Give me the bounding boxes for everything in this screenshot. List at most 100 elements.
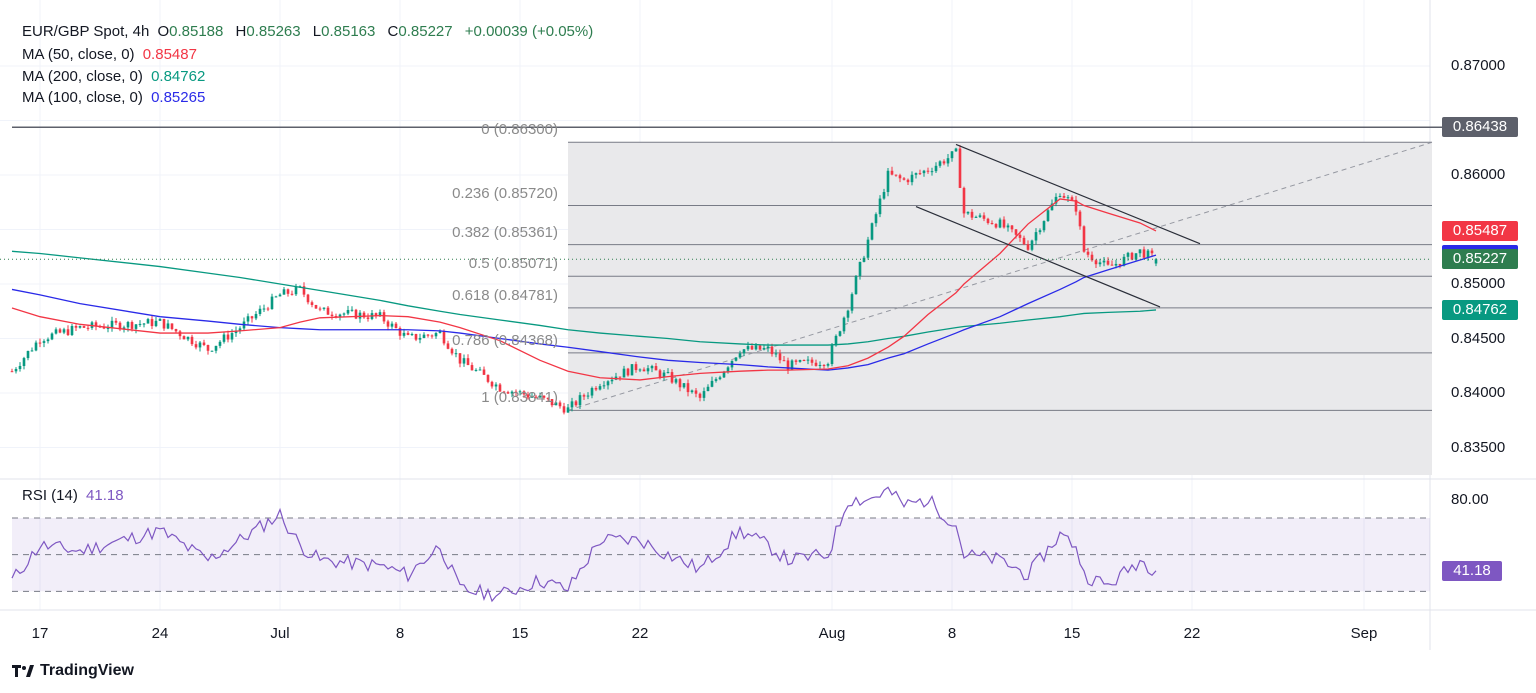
ma50-legend[interactable]: MA (50, close, 0) 0.85487 bbox=[22, 46, 197, 63]
candle-body bbox=[866, 239, 870, 258]
candle-body bbox=[1126, 252, 1130, 257]
candle-body bbox=[802, 360, 806, 362]
time-axis-label: 17 bbox=[31, 625, 49, 642]
candle-body bbox=[806, 359, 810, 361]
ma100-line bbox=[11, 254, 1157, 371]
candle-body bbox=[58, 329, 62, 333]
candle-body bbox=[642, 369, 646, 372]
candle bbox=[26, 350, 30, 361]
candle bbox=[1022, 235, 1026, 246]
tradingview-logo[interactable]: TradingView bbox=[12, 662, 134, 680]
candle-body bbox=[402, 332, 406, 336]
candle bbox=[906, 178, 910, 185]
candle-body bbox=[1066, 197, 1070, 199]
candle-body bbox=[874, 214, 878, 224]
candle-body bbox=[958, 148, 962, 188]
candle bbox=[174, 328, 178, 333]
candle bbox=[758, 345, 762, 351]
candle-body bbox=[194, 344, 198, 348]
candle bbox=[1046, 208, 1050, 222]
candle-body bbox=[26, 350, 30, 359]
candle bbox=[806, 356, 810, 365]
candle bbox=[442, 329, 446, 346]
candle bbox=[1002, 216, 1006, 229]
candle-body bbox=[1034, 232, 1038, 241]
candle bbox=[682, 383, 686, 389]
candle-body bbox=[974, 216, 978, 218]
candle bbox=[734, 357, 738, 362]
candle bbox=[498, 382, 502, 392]
candle-body bbox=[962, 187, 966, 214]
candle bbox=[1070, 195, 1074, 201]
candle-body bbox=[102, 326, 106, 329]
time-axis-label: 15 bbox=[511, 625, 529, 642]
candle-body bbox=[174, 329, 178, 332]
candle-body bbox=[286, 289, 290, 294]
candle bbox=[170, 323, 174, 331]
ma100-legend[interactable]: MA (100, close, 0) 0.85265 bbox=[22, 89, 206, 106]
candle-body bbox=[138, 323, 142, 325]
ohlc-high: H0.85263 bbox=[235, 23, 301, 40]
candle-body bbox=[534, 396, 538, 398]
rsi-legend[interactable]: RSI (14) 41.18 bbox=[22, 487, 124, 504]
ma200-legend[interactable]: MA (200, close, 0) 0.84762 bbox=[22, 68, 206, 85]
candle-body bbox=[218, 341, 222, 346]
price-axis-label: 0.83500 bbox=[1451, 438, 1506, 456]
time-axis-label: 15 bbox=[1063, 625, 1081, 642]
ohlc-change: +0.00039 (+0.05%) bbox=[464, 23, 594, 40]
candle-body bbox=[1086, 251, 1090, 255]
fib-trend-dashed-line bbox=[567, 141, 1433, 411]
candle-body bbox=[626, 368, 630, 376]
candle bbox=[114, 318, 118, 326]
candle bbox=[490, 380, 494, 389]
candle-body bbox=[694, 390, 698, 394]
candle-body bbox=[1062, 195, 1066, 198]
candle-body bbox=[1102, 260, 1106, 263]
candle-body bbox=[898, 175, 902, 179]
candle-body bbox=[290, 293, 294, 295]
candle-body bbox=[846, 310, 850, 318]
candle bbox=[706, 384, 710, 392]
candle bbox=[182, 335, 186, 340]
candle-body bbox=[722, 371, 726, 378]
candle-body bbox=[54, 329, 58, 334]
candle-body bbox=[198, 342, 202, 348]
candle-body bbox=[282, 289, 286, 295]
candle-body bbox=[226, 334, 230, 340]
candle-body bbox=[1150, 250, 1154, 254]
candle-body bbox=[422, 334, 426, 338]
candle-body bbox=[1042, 221, 1046, 231]
candle-body bbox=[1142, 249, 1146, 258]
candle-body bbox=[1122, 256, 1126, 266]
candle bbox=[982, 212, 986, 222]
candle-body bbox=[918, 173, 922, 175]
candle-body bbox=[162, 318, 166, 329]
candle-body bbox=[394, 323, 398, 329]
candle bbox=[346, 305, 350, 316]
candle bbox=[870, 222, 874, 241]
candle-body bbox=[790, 360, 794, 370]
candle bbox=[894, 174, 898, 177]
candle-body bbox=[306, 294, 310, 303]
candle bbox=[1142, 246, 1146, 259]
candle-body bbox=[134, 324, 138, 329]
candle-body bbox=[66, 329, 70, 335]
candle bbox=[1034, 228, 1038, 245]
candle bbox=[1054, 193, 1058, 207]
brand-name: TradingView bbox=[40, 662, 134, 679]
candle-body bbox=[142, 323, 146, 325]
candle-body bbox=[726, 367, 730, 372]
candle bbox=[814, 359, 818, 367]
candle-body bbox=[954, 148, 958, 152]
candle-body bbox=[238, 328, 242, 331]
candle bbox=[526, 391, 530, 400]
candle-body bbox=[766, 346, 770, 349]
rsi-value-tag: 41.18 bbox=[1442, 560, 1502, 581]
candle-body bbox=[906, 179, 910, 183]
rsi-line bbox=[11, 486, 1157, 603]
candle bbox=[70, 323, 74, 337]
time-axis-label: 22 bbox=[631, 625, 649, 642]
candle bbox=[630, 364, 634, 376]
candle-body bbox=[1078, 211, 1082, 227]
